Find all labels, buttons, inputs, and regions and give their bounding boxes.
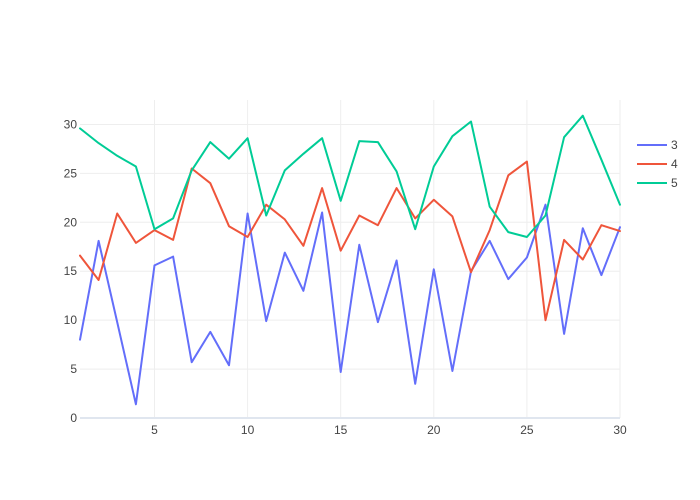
y-tick-label: 15 xyxy=(64,264,78,278)
series-lines xyxy=(79,114,621,406)
series-line-3 xyxy=(79,203,621,406)
x-tick-label: 30 xyxy=(613,423,627,437)
y-tick-label: 0 xyxy=(70,411,77,425)
legend-label-5: 5 xyxy=(671,176,678,190)
y-tick-label: 30 xyxy=(64,117,78,131)
x-tick-label: 25 xyxy=(520,423,534,437)
y-tick-label: 10 xyxy=(64,313,78,327)
legend: 3 4 5 xyxy=(637,138,678,190)
x-tick-label: 15 xyxy=(334,423,348,437)
x-tick-label: 20 xyxy=(427,423,441,437)
y-tick-label: 5 xyxy=(70,362,77,376)
x-tick-label: 10 xyxy=(241,423,255,437)
legend-label-3: 3 xyxy=(671,138,678,152)
y-tick-label: 20 xyxy=(64,215,78,229)
axes: 0 5 10 15 20 25 30 5 10 15 20 25 30 xyxy=(64,117,627,437)
series-line-5 xyxy=(79,114,621,238)
y-tick-label: 25 xyxy=(64,166,78,180)
x-tick-label: 5 xyxy=(151,423,158,437)
series-line-4 xyxy=(79,160,621,322)
legend-label-4: 4 xyxy=(671,157,678,171)
